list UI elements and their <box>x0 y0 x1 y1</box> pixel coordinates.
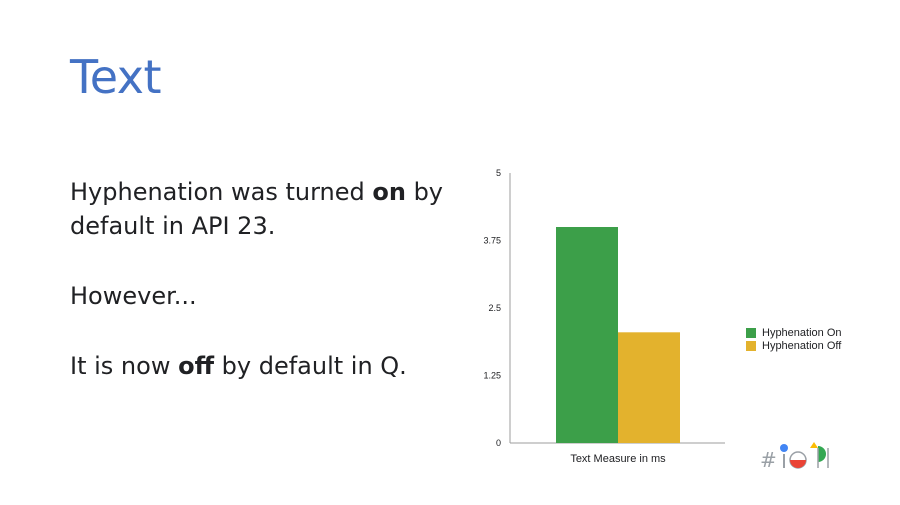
paragraph-however: However... <box>70 282 197 310</box>
io-logo-icon: # <box>760 442 829 472</box>
bar-chart: 0 1.25 2.5 3.75 5 Text Measure in ms <box>483 168 725 465</box>
legend-item-hyphenation-on: Hyphenation On <box>746 326 842 339</box>
paragraph-hyphenation-on: Hyphenation was turned on by default in … <box>70 175 470 243</box>
legend-item-hyphenation-off: Hyphenation Off <box>746 339 842 352</box>
y-tick-label-1: 1.25 <box>483 371 501 381</box>
p3-bold-off: off <box>178 352 215 380</box>
y-tick-label-3: 3.75 <box>483 236 501 246</box>
p1-text-before: Hyphenation was turned <box>70 178 373 206</box>
svg-text:#: # <box>760 448 777 472</box>
legend-swatch-on <box>746 327 756 338</box>
y-tick-label-0: 0 <box>496 438 501 448</box>
legend-label-off: Hyphenation Off <box>762 339 842 352</box>
legend-label-on: Hyphenation On <box>762 326 842 339</box>
bar-hyphenation-on <box>556 227 618 443</box>
y-tick-label-4: 5 <box>496 168 501 178</box>
chart-legend: Hyphenation On Hyphenation Off <box>746 326 842 352</box>
x-category-label: Text Measure in ms <box>570 453 666 465</box>
legend-swatch-off <box>746 340 756 351</box>
y-tick-label-2: 2.5 <box>488 303 501 313</box>
p3-text-after: by default in Q. <box>214 352 407 380</box>
p3-text-before: It is now <box>70 352 179 380</box>
paragraph-now-off: It is now off by default in Q. <box>70 349 407 383</box>
bar-hyphenation-off <box>618 332 680 443</box>
p1-text-after: by default in API 23. <box>70 178 444 240</box>
slide-title: Text <box>70 50 162 104</box>
p1-bold-on: on <box>372 178 406 206</box>
